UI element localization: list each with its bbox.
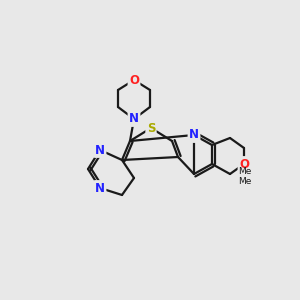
Text: S: S: [147, 122, 155, 134]
Text: O: O: [129, 74, 139, 86]
Text: Me: Me: [238, 178, 251, 187]
Text: O: O: [239, 158, 249, 170]
Text: N: N: [95, 182, 105, 194]
Text: Me: Me: [238, 167, 251, 176]
Text: N: N: [189, 128, 199, 142]
Text: N: N: [129, 112, 139, 125]
Text: N: N: [95, 143, 105, 157]
